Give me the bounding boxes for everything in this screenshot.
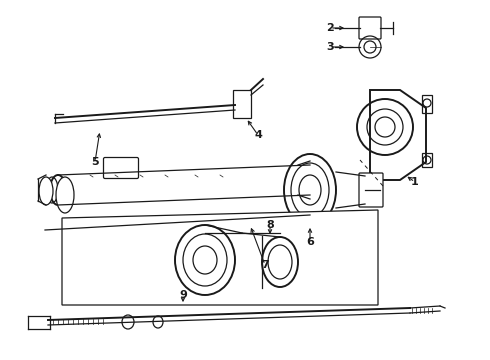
- Ellipse shape: [50, 175, 66, 205]
- Text: 9: 9: [179, 290, 187, 300]
- Ellipse shape: [175, 225, 235, 295]
- Text: 7: 7: [261, 260, 269, 270]
- Bar: [233, 90, 251, 118]
- Ellipse shape: [56, 177, 74, 213]
- Text: 1: 1: [411, 177, 419, 187]
- Text: 2: 2: [326, 23, 334, 33]
- Polygon shape: [62, 210, 378, 305]
- Bar: [422, 153, 432, 167]
- Ellipse shape: [122, 315, 134, 329]
- FancyBboxPatch shape: [103, 158, 139, 179]
- Text: 4: 4: [254, 130, 262, 140]
- Bar: [422, 95, 432, 113]
- Text: 8: 8: [266, 220, 274, 230]
- Ellipse shape: [39, 177, 53, 205]
- Ellipse shape: [284, 154, 336, 226]
- Ellipse shape: [153, 316, 163, 328]
- Ellipse shape: [262, 237, 298, 287]
- Text: 3: 3: [326, 42, 334, 52]
- Text: 5: 5: [91, 157, 99, 167]
- Text: 6: 6: [306, 237, 314, 247]
- FancyBboxPatch shape: [359, 173, 383, 207]
